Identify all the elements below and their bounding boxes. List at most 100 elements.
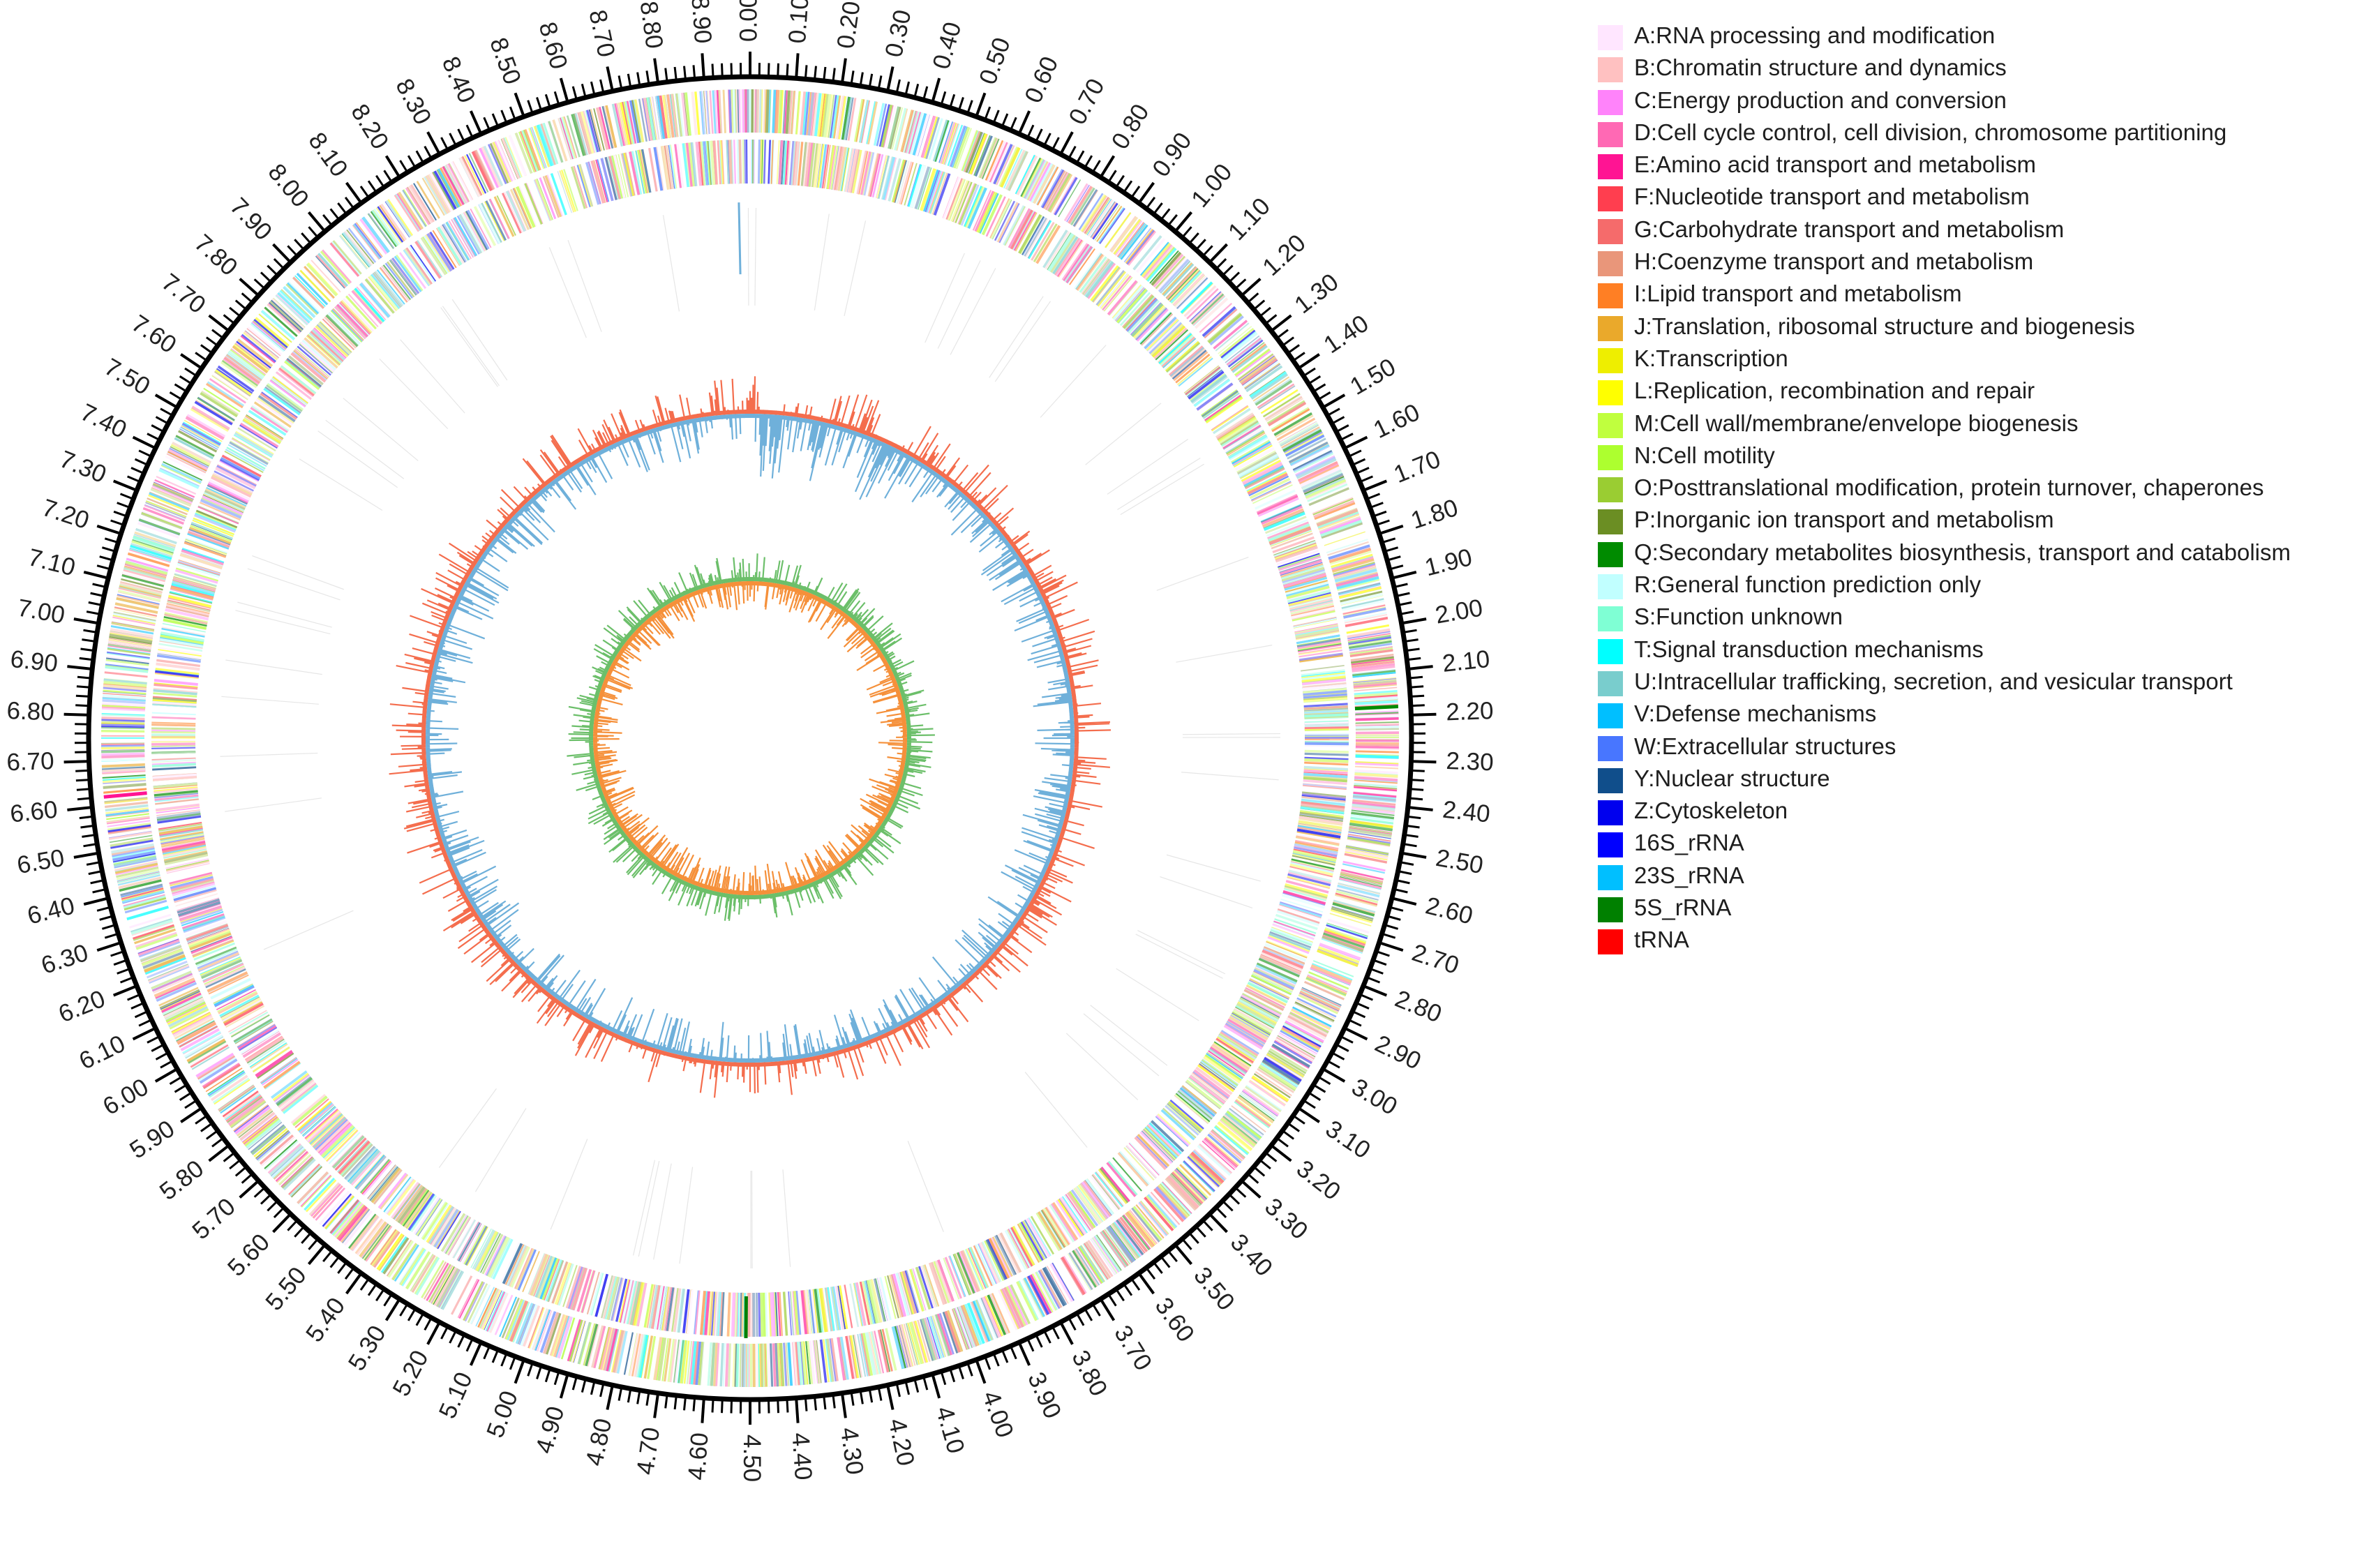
- cog-gene-mark: [152, 766, 197, 770]
- cog-gene-mark: [1186, 287, 1219, 320]
- cog-gene-mark: [306, 1179, 337, 1213]
- cog-gene-mark: [1159, 333, 1194, 366]
- cog-gene-mark: [1022, 158, 1045, 199]
- cog-gene-mark: [1351, 809, 1395, 816]
- cog-gene-mark: [643, 1284, 654, 1328]
- cog-gene-mark: [889, 1274, 903, 1318]
- cog-gene-mark: [664, 1287, 672, 1331]
- cog-gene-mark: [561, 117, 576, 159]
- cog-gene-mark: [1164, 340, 1198, 370]
- cog-gene-mark: [234, 1020, 274, 1044]
- cog-gene-mark: [1300, 806, 1345, 814]
- cog-gene-mark: [722, 1343, 726, 1387]
- cog-gene-mark: [1079, 1245, 1105, 1283]
- cog-gene-mark: [1294, 624, 1338, 634]
- cog-gene-mark: [967, 132, 985, 174]
- cog-gene-mark: [345, 1146, 377, 1182]
- cog-gene-mark: [1208, 1050, 1245, 1077]
- cog-gene-mark: [1137, 1202, 1167, 1237]
- cog-gene-mark: [1231, 440, 1271, 464]
- cog-gene-mark: [514, 132, 533, 174]
- cog-gene-mark: [1237, 1095, 1274, 1123]
- cog-gene-mark: [407, 186, 431, 225]
- cog-gene-mark: [761, 89, 763, 133]
- cog-gene-mark: [1005, 149, 1026, 190]
- cog-gene-mark: [1126, 230, 1155, 265]
- cog-gene-mark: [952, 126, 969, 168]
- cog-gene-mark: [186, 924, 229, 941]
- cog-gene-mark: [1149, 323, 1184, 356]
- cog-gene-mark: [633, 1282, 644, 1326]
- cog-gene-mark: [1063, 243, 1090, 282]
- cog-gene-mark: [1326, 922, 1368, 938]
- cog-gene-mark: [950, 180, 969, 222]
- cog-gene-mark: [107, 651, 150, 659]
- cog-gene-mark: [1285, 434, 1325, 457]
- cog-gene-mark: [578, 1322, 592, 1365]
- cog-gene-mark: [1116, 1219, 1144, 1256]
- cog-gene-mark: [867, 101, 878, 144]
- cog-gene-mark: [472, 150, 494, 191]
- cog-gene-mark: [426, 1262, 449, 1301]
- cog-gene-mark: [197, 506, 239, 525]
- cog-gene-mark: [1082, 195, 1108, 233]
- cog-gene-mark: [156, 659, 201, 668]
- cog-gene-mark: [1077, 1184, 1106, 1222]
- cog-gene-mark: [202, 1063, 241, 1088]
- cog-gene-mark: [170, 878, 214, 892]
- cog-gene-mark: [818, 1288, 828, 1333]
- cog-gene-mark: [901, 1271, 917, 1314]
- cog-gene-mark: [361, 1160, 391, 1195]
- cog-gene-mark: [130, 543, 173, 559]
- cog-gene-mark: [1004, 1230, 1027, 1271]
- cog-gene-mark: [1027, 1217, 1051, 1257]
- cog-gene-mark: [1278, 905, 1322, 921]
- cog-gene-mark: [1029, 1274, 1052, 1314]
- cog-gene-mark: [116, 597, 159, 609]
- cog-gene-mark: [1191, 375, 1228, 405]
- cog-gene-mark: [789, 141, 795, 186]
- cog-gene-mark: [1229, 1107, 1264, 1136]
- cog-gene-mark: [102, 699, 146, 705]
- cog-gene-mark: [179, 906, 223, 922]
- cog-gene-mark: [1190, 1152, 1224, 1183]
- cog-gene-mark: [275, 1076, 312, 1105]
- cog-gene-mark: [1191, 1072, 1228, 1101]
- cog-gene-mark: [998, 203, 1020, 243]
- cog-gene-mark: [784, 90, 788, 134]
- cog-gene-mark: [327, 312, 361, 345]
- cog-gene-mark: [966, 1248, 985, 1290]
- cog-gene-mark: [1012, 211, 1035, 250]
- cog-gene-mark: [542, 122, 559, 165]
- cog-gene-mark: [506, 1245, 527, 1286]
- cog-gene-mark: [112, 613, 156, 624]
- cog-gene-mark: [698, 1342, 704, 1386]
- cog-gene-mark: [1285, 579, 1329, 593]
- cog-gene-mark: [1221, 1116, 1257, 1146]
- cog-gene-mark: [402, 190, 427, 227]
- cog-gene-mark: [800, 91, 807, 135]
- cog-gene-mark: [317, 322, 352, 355]
- cog-gene-mark: [828, 94, 835, 138]
- cog-gene-mark: [537, 1256, 555, 1299]
- cog-gene-mark: [1234, 1007, 1273, 1031]
- cog-gene-mark: [999, 1232, 1022, 1273]
- cog-gene-mark: [729, 1292, 734, 1337]
- cog-gene-mark: [1296, 828, 1341, 839]
- cog-gene-mark: [838, 96, 847, 140]
- cog-gene-mark: [593, 1326, 606, 1369]
- cog-gene-mark: [1176, 1091, 1212, 1121]
- cog-gene-mark: [264, 1139, 299, 1171]
- cog-gene-mark: [102, 777, 147, 784]
- cog-gene-mark: [1086, 262, 1116, 299]
- cog-gene-mark: [1243, 989, 1285, 1012]
- cog-gene-mark: [832, 1286, 841, 1331]
- cog-gene-mark: [302, 1106, 336, 1137]
- cog-gene-mark: [717, 140, 721, 185]
- cog-gene-mark: [103, 678, 147, 684]
- cog-gene-mark: [631, 151, 643, 195]
- cog-gene-mark: [377, 206, 404, 243]
- cog-gene-mark: [845, 1335, 855, 1379]
- cog-gene-mark: [225, 1005, 265, 1028]
- cog-gene-mark: [1229, 1014, 1269, 1039]
